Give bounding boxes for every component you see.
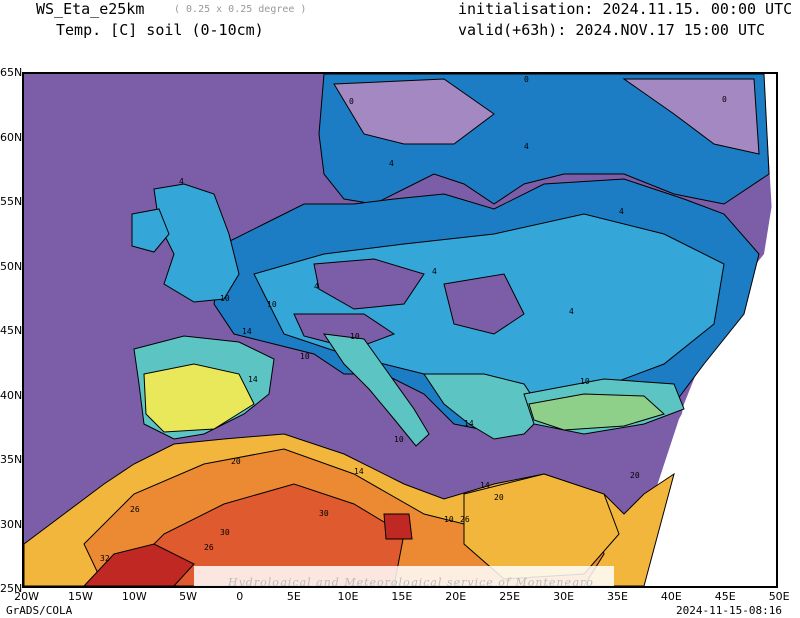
longitude-tick-label: 35E: [607, 590, 628, 603]
model-name: WS_Eta_e25km: [36, 0, 145, 18]
sahara-28-32-zone: [123, 483, 405, 586]
longitude-tick-label: 15E: [391, 590, 413, 603]
contour-label: 10: [267, 300, 277, 309]
contour-label: 20: [231, 457, 241, 466]
longitude-tick-label: 45E: [714, 590, 736, 603]
outside-domain-east: [624, 74, 776, 586]
longitude-tick-label: 0: [236, 590, 244, 603]
great-britain-land: [153, 183, 240, 303]
latitude-tick-label: 45N: [0, 324, 23, 337]
resolution-note: ( 0.25 x 0.25 degree ): [174, 4, 307, 15]
longitude-tick-label: 40E: [660, 590, 682, 603]
longitude-tick-label: 50E: [768, 590, 790, 603]
contour-label: 10: [300, 352, 310, 361]
contour-label: 4: [314, 282, 319, 291]
italy-land: [322, 333, 430, 447]
contour-label: 20: [630, 471, 640, 480]
sahara-hot-zone: [83, 513, 413, 586]
latitude-tick-label: 50N: [0, 259, 23, 273]
footer-timestamp: 2024-11-15-08:16: [676, 604, 782, 617]
contour-label: 4: [389, 159, 394, 168]
longitude-tick-label: 10W: [121, 590, 147, 603]
egypt-20-24-zone: [463, 473, 620, 580]
contour-label: 4: [569, 307, 574, 316]
latitude-tick-label: 40N: [0, 388, 23, 402]
variable-title: Temp. [C] soil (0-10cm): [56, 21, 264, 39]
valid-time: valid(+63h): 2024.NOV.17 15:00 UTC: [458, 21, 766, 39]
latitude-tick-label: 25N: [0, 582, 23, 595]
contour-label: 26: [130, 505, 140, 514]
contour-label: 14: [354, 467, 364, 476]
initialisation-time: initialisation: 2024.11.15. 00:00 UTC: [458, 0, 793, 18]
contour-label: 10: [350, 332, 360, 341]
contour-label: 26: [460, 515, 470, 524]
contour-label: 0: [349, 97, 354, 106]
contour-label: 10: [394, 435, 404, 444]
longitude-tick-label: 15W: [68, 590, 93, 603]
contour-label: 30: [220, 528, 230, 537]
longitude-tick-label: 5W: [179, 590, 197, 603]
latitude-tick-label: 55N: [0, 195, 23, 208]
contour-label: 10: [444, 515, 454, 524]
longitude-tick-label: 10E: [337, 590, 359, 603]
contour-label: 14: [242, 327, 252, 336]
contour-label: 14: [464, 419, 474, 428]
contour-label: 32: [100, 554, 110, 563]
contour-label: 14: [248, 375, 258, 384]
contour-label: 14: [480, 481, 490, 490]
contour-label: 4: [619, 207, 624, 216]
anatolia-12-16-zone: [528, 393, 665, 431]
longitude-tick-label: 30E: [553, 590, 575, 603]
watermark: Hydrological and Meteorological service …: [228, 576, 594, 588]
contour-label: 10: [580, 377, 590, 386]
scandinavia-cold-zone: [333, 78, 760, 155]
longitude-tick-label: 25E: [499, 590, 521, 603]
contour-label: 4: [524, 142, 529, 151]
contour-label: 4: [432, 267, 437, 276]
map-canvas: 0 0 0 4 4 4 4 4 4 4 10 10 10 10 10 10 10…: [24, 74, 776, 586]
latitude-tick-label: 30N: [0, 517, 23, 531]
soil-temperature-map: 0 0 0 4 4 4 4 4 4 4 10 10 10 10 10 10 10…: [22, 72, 778, 588]
iberia-16-20-zone: [143, 363, 255, 433]
longitude-tick-label: 20E: [445, 590, 467, 603]
contour-labels: 0 0 0 4 4 4 4 4 4 4 10 10 10 10 10 10 10…: [100, 75, 727, 563]
latitude-tick-label: 60N: [0, 130, 23, 144]
ireland-land: [131, 208, 170, 253]
latitude-tick-label: 65N: [0, 66, 23, 79]
longitude-tick-label: 5E: [286, 590, 301, 603]
alpine-cold-zone: [293, 258, 525, 350]
contour-label: 4: [179, 177, 184, 186]
contour-label: 0: [524, 75, 529, 84]
footer-software: GrADS/COLA: [6, 604, 73, 617]
balkans-land: [423, 373, 545, 440]
contour-label: 0: [722, 95, 727, 104]
contour-label: 30: [319, 509, 329, 518]
longitude-tick-label: 20W: [14, 590, 39, 603]
contour-label: 26: [204, 543, 214, 552]
watermark-band: [194, 566, 614, 586]
contour-label: 20: [494, 493, 504, 502]
contour-label: 10: [220, 294, 230, 303]
latitude-tick-label: 35N: [0, 453, 23, 466]
